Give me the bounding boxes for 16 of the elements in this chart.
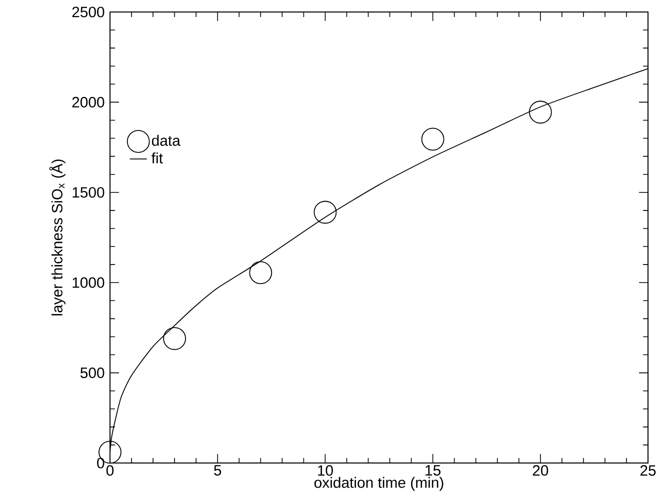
y-axis-title: layer thickness SiO$_{x}$ (Å) xyxy=(49,160,66,316)
x-tick-label: 5 xyxy=(214,465,222,476)
x-tick-label: 20 xyxy=(532,465,548,476)
x-tick-label: 10 xyxy=(318,465,333,476)
legend-label: fit xyxy=(152,152,163,164)
x-tick-label: 0 xyxy=(106,465,114,476)
legend-label: data xyxy=(152,134,180,146)
x-tick-label: 25 xyxy=(640,465,656,476)
y-tick-label: 2500 xyxy=(72,6,104,18)
x-tick-label: 15 xyxy=(426,465,440,476)
y-tick-label: 500 xyxy=(80,368,104,378)
y-tick-label: 1000 xyxy=(72,277,104,288)
y-tick-label: 1500 xyxy=(72,187,104,198)
y-tick-label: 2000 xyxy=(72,96,104,108)
x-axis-title: oxidation time (min) xyxy=(314,476,444,491)
y-tick-label: 0 xyxy=(97,458,104,468)
